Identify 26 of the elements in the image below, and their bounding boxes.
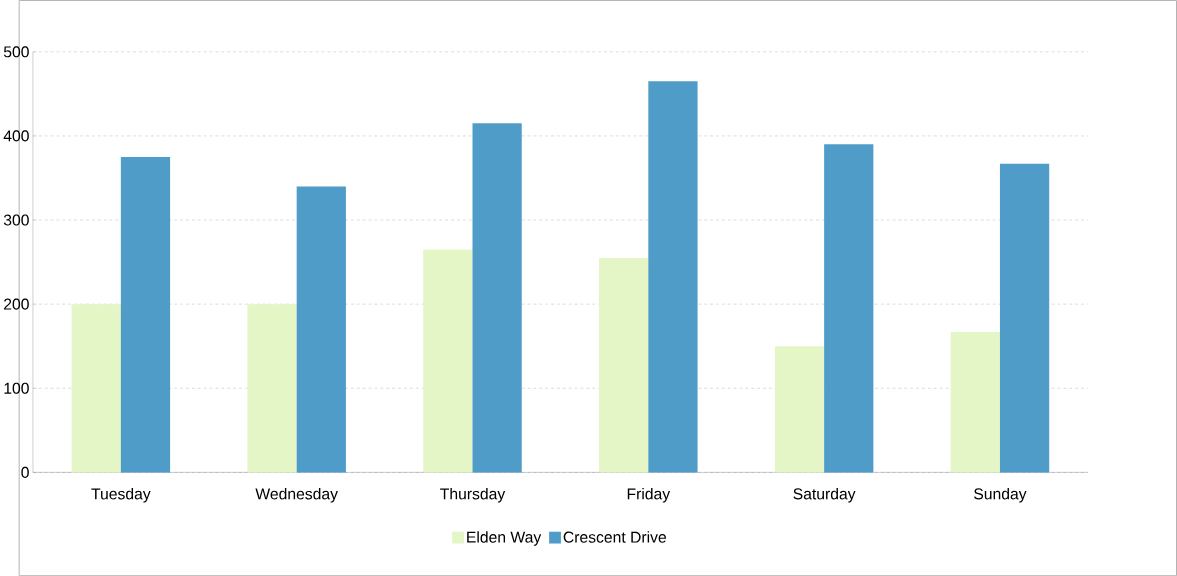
legend-label: Crescent Drive	[563, 531, 666, 543]
legend-label: Elden Way	[467, 531, 542, 546]
bar	[648, 81, 698, 473]
bar	[296, 186, 346, 473]
x-tick-label: Tuesday	[91, 487, 151, 503]
y-tick-label: 100	[4, 382, 29, 394]
x-tick-label: Thursday	[440, 487, 506, 503]
x-tick-label: Sunday	[974, 487, 1027, 503]
bar	[120, 156, 171, 473]
y-tick-label: 300	[3, 214, 29, 226]
bar	[599, 257, 649, 473]
x-tick-label: Friday	[627, 487, 671, 503]
bar	[824, 144, 874, 473]
bar	[999, 163, 1050, 473]
bar	[71, 304, 121, 473]
bar	[472, 123, 522, 473]
x-tick-label: Wednesday	[255, 487, 338, 503]
bar	[423, 249, 473, 473]
y-tick-label: 500	[3, 46, 29, 58]
y-tick-label: 400	[3, 130, 29, 142]
bar	[247, 304, 297, 473]
y-tick-label: 0	[21, 466, 29, 478]
x-tick-label: Saturday	[793, 487, 856, 503]
y-tick-label: 200	[4, 298, 29, 310]
bar	[774, 346, 825, 473]
bar	[950, 331, 1000, 473]
